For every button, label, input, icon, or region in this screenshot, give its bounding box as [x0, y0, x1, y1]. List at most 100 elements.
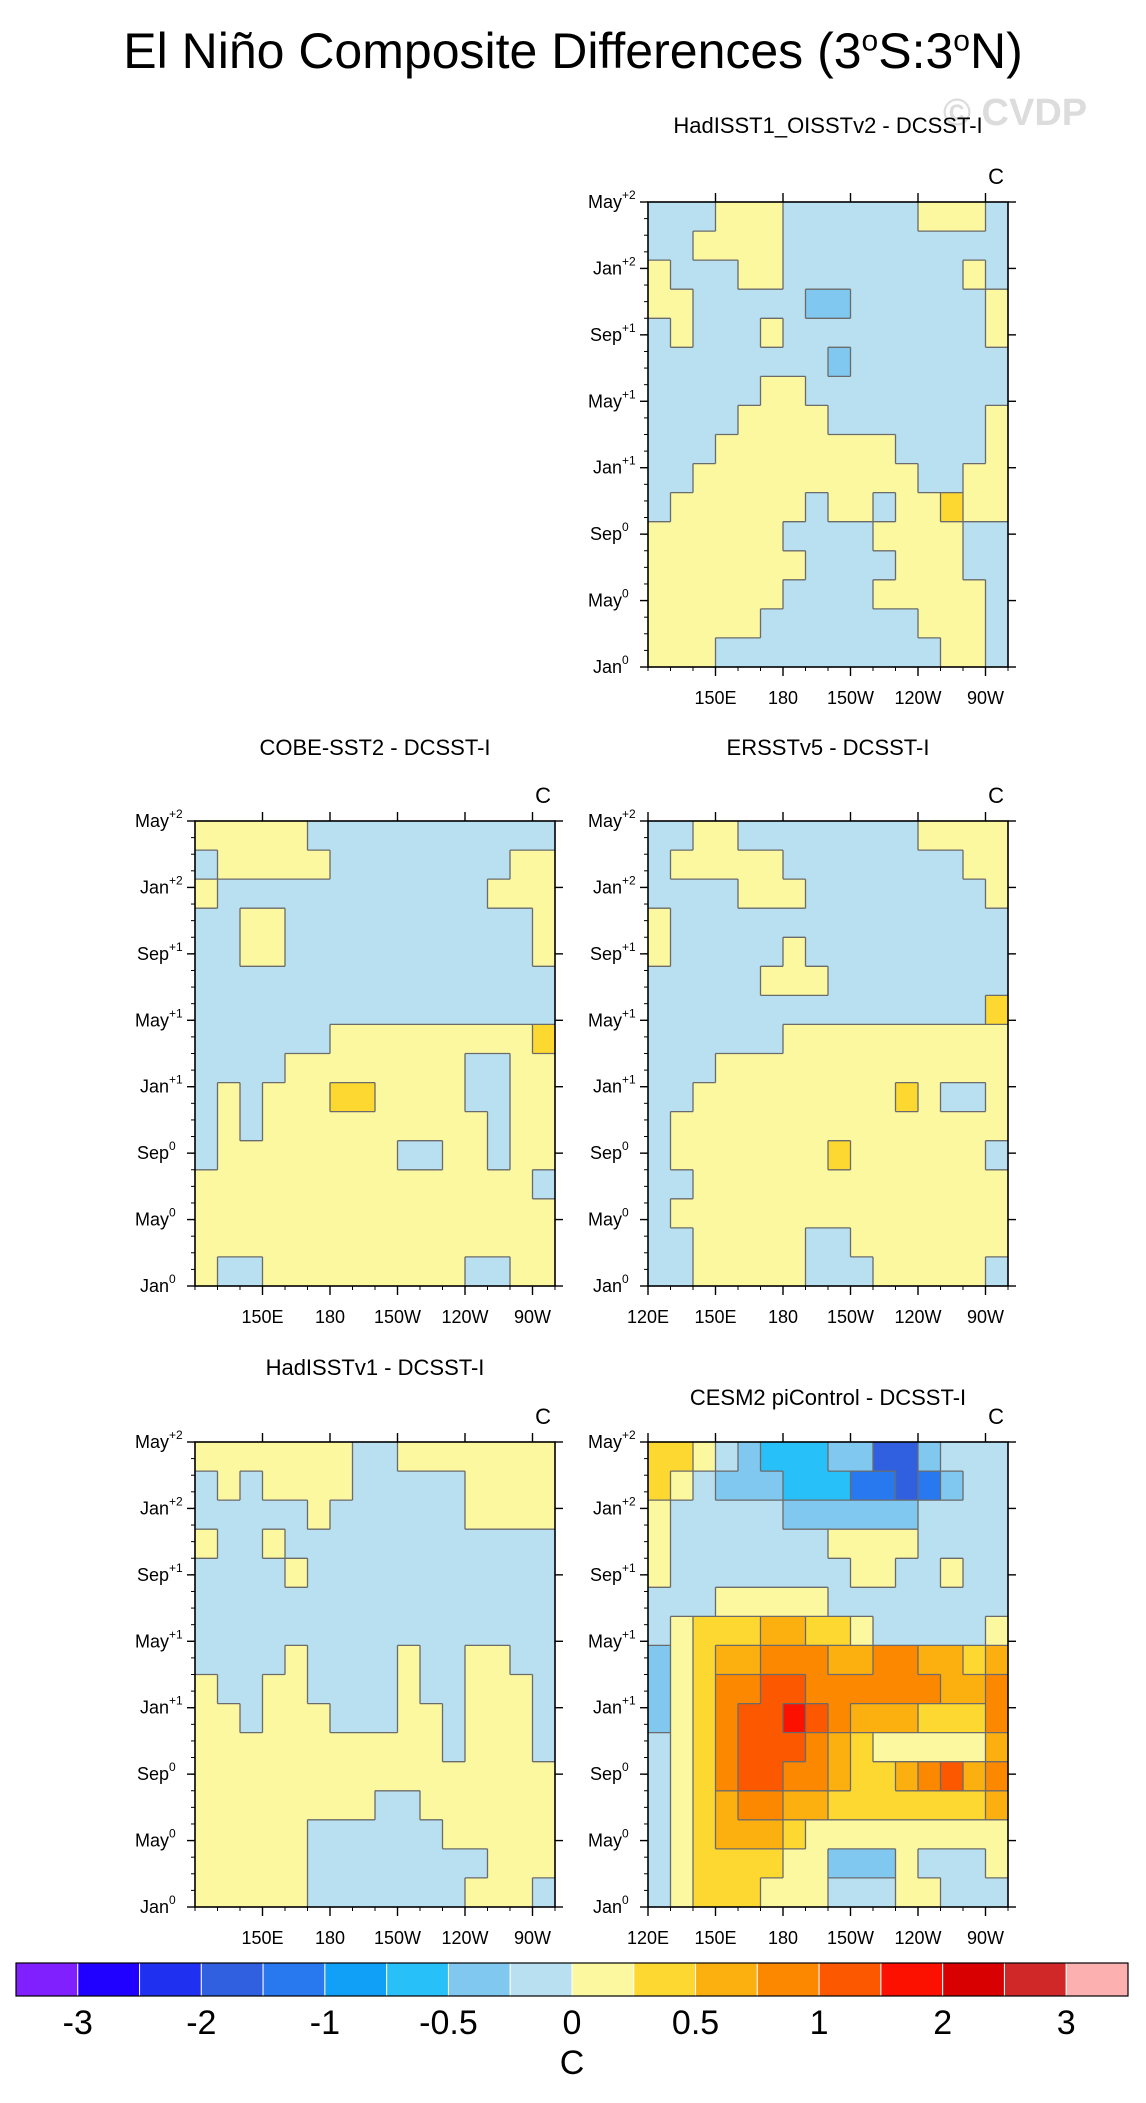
- heatmap-cell: [397, 1227, 421, 1258]
- heatmap-cell: [532, 1227, 556, 1258]
- heatmap-cell: [307, 1471, 331, 1501]
- heatmap-cell: [760, 1111, 784, 1142]
- heatmap-cell: [285, 1169, 309, 1200]
- heatmap-cell: [285, 1227, 309, 1258]
- panel-unit-label: C: [988, 1404, 1004, 1429]
- heatmap-cell: [375, 1732, 399, 1763]
- heatmap-cell: [670, 202, 694, 232]
- heatmap-cell: [442, 1674, 466, 1705]
- heatmap-cell: [330, 1848, 354, 1879]
- x-tick-label: 180: [315, 1928, 345, 1948]
- heatmap-cell: [307, 1529, 331, 1559]
- heatmap-cell: [738, 1645, 762, 1676]
- heatmap-cell: [828, 521, 852, 552]
- heatmap-cell: [895, 995, 919, 1026]
- heatmap-cell: [963, 1024, 987, 1055]
- heatmap-cell: [760, 1082, 784, 1113]
- heatmap-cell: [352, 1082, 376, 1113]
- heatmap-cell: [670, 1645, 694, 1676]
- heatmap-cell: [783, 966, 807, 996]
- heatmap-cell: [240, 1529, 264, 1559]
- heatmap-cell: [895, 821, 919, 851]
- colorbar-label: -1: [310, 2004, 340, 2042]
- heatmap-cell: [760, 1140, 784, 1171]
- x-tick-label: 150W: [374, 1307, 421, 1327]
- heatmap-cell: [873, 202, 897, 232]
- heatmap-cell: [918, 1819, 942, 1850]
- heatmap-cell: [510, 1674, 534, 1705]
- heatmap-cell: [805, 347, 829, 377]
- x-tick-label: 150E: [241, 1928, 283, 1948]
- heatmap-cell: [442, 1169, 466, 1200]
- heatmap-cell: [285, 1703, 309, 1734]
- heatmap-cell: [240, 1024, 264, 1055]
- heatmap-cell: [465, 821, 489, 851]
- heatmap-cell: [670, 1529, 694, 1559]
- x-tick-label: 150E: [241, 1307, 283, 1327]
- contour-lines: [648, 821, 1008, 1286]
- heatmap-cell: [783, 434, 807, 465]
- heatmap-cell: [397, 1140, 421, 1171]
- heatmap-cell: [895, 966, 919, 996]
- heatmap-cell: [895, 908, 919, 938]
- heatmap-cell: [873, 1529, 897, 1559]
- heatmap-cell: [828, 1500, 852, 1530]
- heatmap-cell: [760, 347, 784, 377]
- heatmap-cell: [693, 579, 717, 610]
- heatmap-cell: [940, 1140, 964, 1171]
- heatmap-cell: [262, 1703, 286, 1734]
- heatmap-cell: [217, 1529, 241, 1559]
- heatmap-cell: [760, 1616, 784, 1647]
- heatmap-cell: [352, 1442, 376, 1472]
- heatmap-cell: [465, 1500, 489, 1530]
- heatmap-cell: [352, 1616, 376, 1647]
- heatmap-cell: [873, 1500, 897, 1530]
- heatmap-cell: [285, 1140, 309, 1171]
- heatmap-cell: [442, 1616, 466, 1647]
- heatmap-cell: [738, 1587, 762, 1617]
- heatmap-cell: [828, 821, 852, 851]
- heatmap-cell: [307, 1703, 331, 1734]
- heatmap-cell: [918, 231, 942, 261]
- heatmap-cell: [985, 405, 1009, 436]
- heatmap-cell: [442, 1761, 466, 1792]
- heatmap-cell: [918, 1111, 942, 1142]
- heatmap-cell: [648, 492, 672, 523]
- heatmap-cell: [648, 995, 672, 1026]
- heatmap-cell: [850, 492, 874, 523]
- heatmap-cell: [510, 1053, 534, 1084]
- heatmap-cell: [828, 347, 852, 377]
- heatmap-cell: [330, 1471, 354, 1501]
- heatmap-cell: [510, 908, 534, 938]
- heatmap-cell: [240, 879, 264, 909]
- heatmap-cell: [850, 521, 874, 552]
- heatmap-cell: [262, 821, 286, 851]
- heatmap-cell: [805, 463, 829, 494]
- heatmap-cell: [693, 850, 717, 880]
- heatmap-cell: [240, 1616, 264, 1647]
- heatmap-cell: [963, 966, 987, 996]
- heatmap-cell: [670, 1053, 694, 1084]
- heatmap-cell: [262, 908, 286, 938]
- heatmap-cell: [918, 1471, 942, 1501]
- heatmap-cell: [352, 1500, 376, 1530]
- heatmap-cell: [828, 637, 852, 668]
- heatmap-cell: [715, 1442, 739, 1472]
- heatmap-cell: [828, 1256, 852, 1287]
- heatmap-cell: [715, 821, 739, 851]
- heatmap-cell: [940, 1529, 964, 1559]
- heatmap-cell: [873, 1848, 897, 1879]
- heatmap-cell: [465, 1558, 489, 1588]
- heatmap-cell: [330, 1442, 354, 1472]
- heatmap-cell: [715, 608, 739, 639]
- heatmap-cell: [783, 202, 807, 232]
- heatmap-cell: [510, 1587, 534, 1617]
- heatmap-cell: [828, 1024, 852, 1055]
- heatmap-cell: [307, 1227, 331, 1258]
- heatmap-cell: [918, 1790, 942, 1821]
- heatmap-cell: [465, 1616, 489, 1647]
- heatmap-cell: [442, 879, 466, 909]
- heatmap-cell: [715, 1819, 739, 1850]
- heatmap-cell: [397, 879, 421, 909]
- heatmap-cell: [397, 1024, 421, 1055]
